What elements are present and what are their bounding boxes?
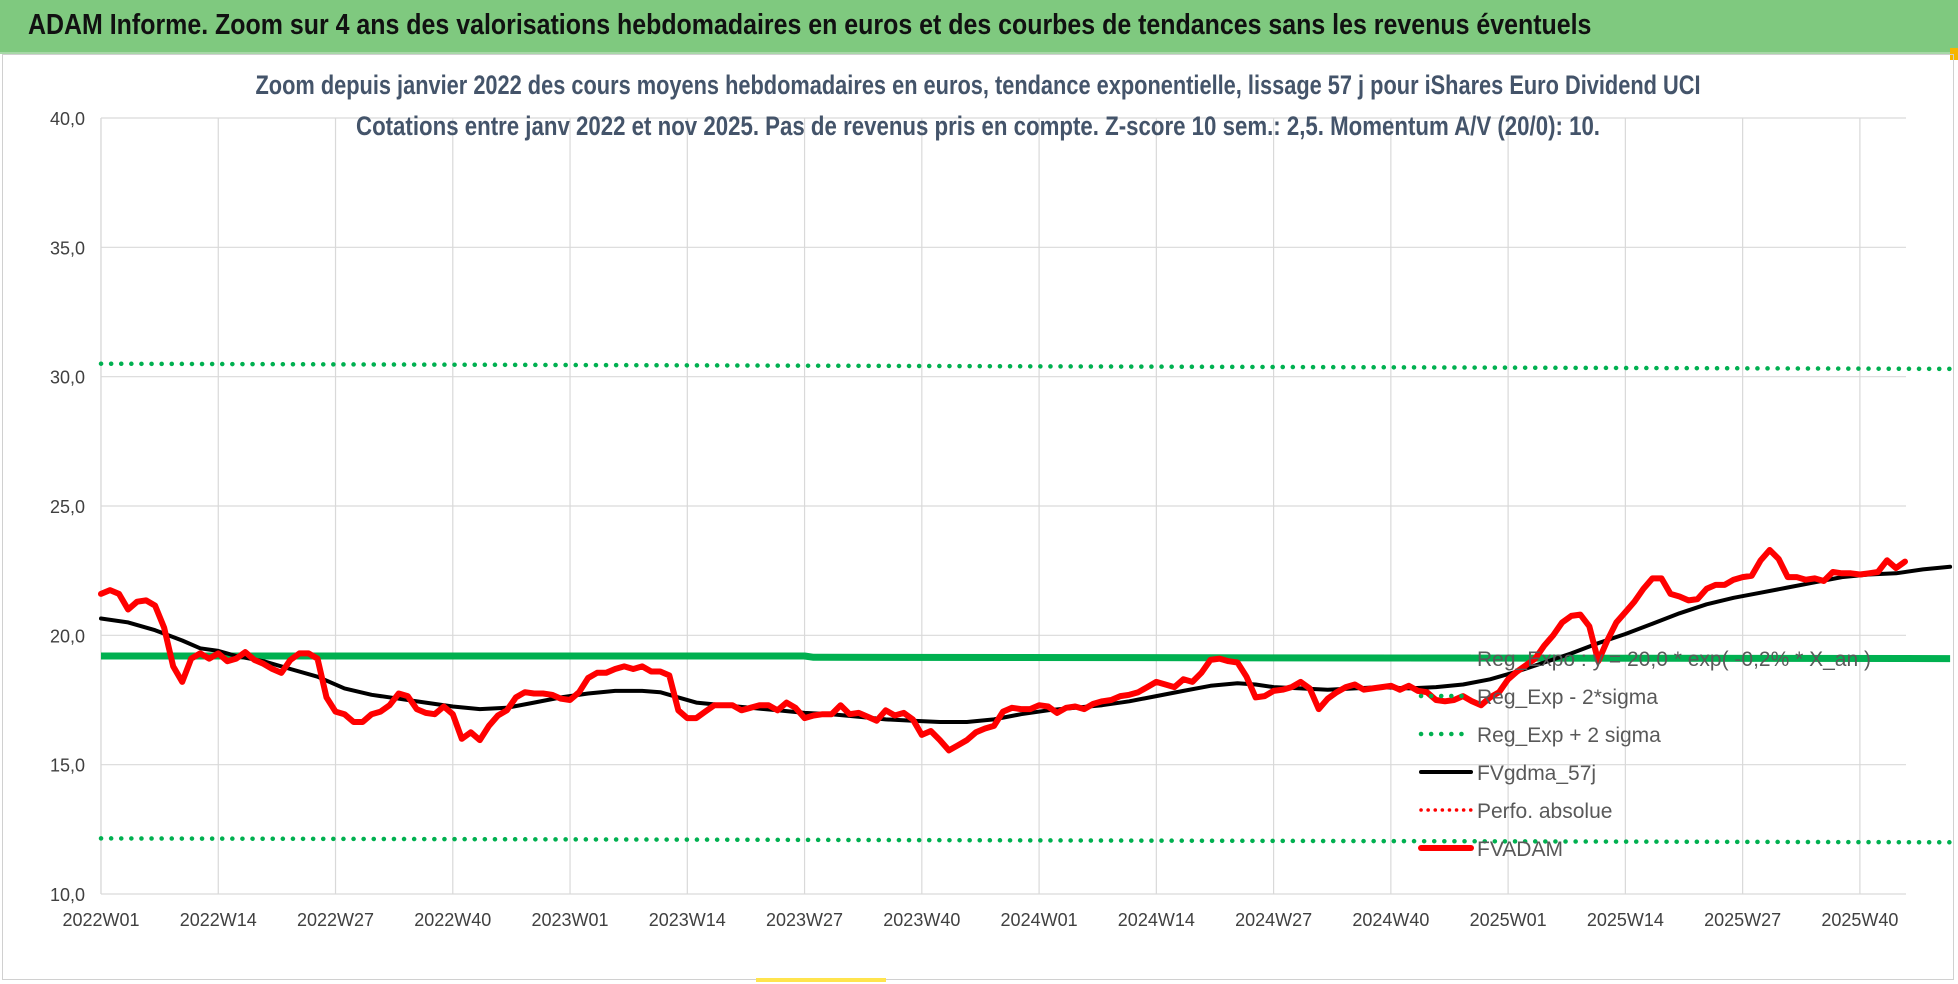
x-tick-label: 2025W27: [1704, 910, 1781, 930]
x-tick-label: 2025W40: [1821, 910, 1898, 930]
y-tick-label: 15,0: [50, 756, 85, 776]
x-tick-label: 2022W14: [180, 910, 257, 930]
x-tick-label: 2023W01: [532, 910, 609, 930]
banner: ADAM Informe. Zoom sur 4 ans des valoris…: [0, 0, 1958, 54]
y-tick-label: 40,0: [50, 109, 85, 129]
series-lines: [98, 361, 1953, 845]
y-axis-ticks: 10,0 15,0 20,0 25,0 30,0 35,0 40,0: [50, 109, 85, 905]
x-tick-label: 2022W01: [62, 910, 139, 930]
chart-title-line1: Zoom depuis janvier 2022 des cours moyen…: [256, 70, 1701, 100]
x-tick-label: 2024W01: [1001, 910, 1078, 930]
x-tick-label: 2023W14: [649, 910, 726, 930]
x-tick-label: 2025W01: [1470, 910, 1547, 930]
legend-label: FVADAM: [1477, 838, 1563, 861]
chart-title-line2: Cotations entre janv 2022 et nov 2025. P…: [356, 111, 1600, 141]
legend-label: Perfo. absolue: [1477, 800, 1612, 823]
series-line-1: [98, 836, 1953, 845]
chart-frame: Zoom depuis janvier 2022 des cours moyen…: [2, 54, 1954, 980]
x-tick-label: 2023W27: [766, 910, 843, 930]
legend-label: Reg_Exp - 2*sigma: [1477, 686, 1658, 709]
x-tick-label: 2024W27: [1235, 910, 1312, 930]
x-tick-label: 2022W40: [414, 910, 491, 930]
series-line-2: [98, 361, 1953, 372]
y-tick-label: 35,0: [50, 238, 85, 258]
x-tick-label: 2023W40: [883, 910, 960, 930]
series-line-3: [99, 564, 1953, 724]
legend-label: Reg_Exp + 2 sigma: [1477, 724, 1661, 747]
series-line-5: [98, 547, 1908, 754]
banner-title: ADAM Informe. Zoom sur 4 ans des valoris…: [28, 9, 1592, 41]
corner-marker: [1950, 48, 1958, 60]
series-line-0: [101, 652, 1951, 663]
x-tick-label: 2022W27: [297, 910, 374, 930]
legend-label: FVgdma_57j: [1477, 762, 1596, 785]
line-chart: Zoom depuis janvier 2022 des cours moyen…: [50, 70, 1953, 930]
x-tick-label: 2024W40: [1352, 910, 1429, 930]
legend: Reg_Expo : y = 20,0 * exp( -0,2% * X_an …: [1418, 648, 1871, 861]
y-tick-label: 20,0: [50, 626, 85, 646]
x-tick-label: 2024W14: [1118, 910, 1195, 930]
x-tick-label: 2025W14: [1587, 910, 1664, 930]
y-tick-label: 10,0: [50, 885, 85, 905]
gridlines: [100, 117, 1906, 895]
bottom-marker: [756, 978, 886, 982]
y-tick-label: 25,0: [50, 497, 85, 517]
y-tick-label: 30,0: [50, 368, 85, 388]
legend-label: Reg_Expo : y = 20,0 * exp( -0,2% * X_an …: [1477, 648, 1871, 671]
x-axis-ticks: 2022W01 2022W14 2022W27 2022W40 2023W01 2023W…: [62, 910, 1898, 930]
